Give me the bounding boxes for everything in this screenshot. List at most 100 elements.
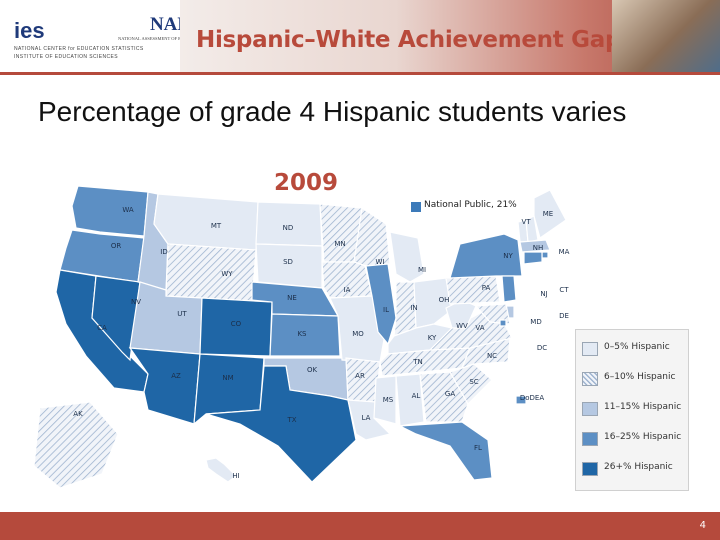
- state-ks: [269, 313, 341, 357]
- state-label-il: IL: [383, 306, 389, 314]
- legend-swatch: [582, 462, 598, 476]
- state-ms: [373, 375, 397, 425]
- state-label-de: DE: [559, 312, 569, 320]
- state-nh: [525, 215, 539, 243]
- state-label-tx: TX: [286, 416, 296, 424]
- state-nv: [91, 275, 141, 362]
- state-label-ky: KY: [428, 334, 437, 342]
- state-mi: [389, 231, 425, 283]
- state-label-nc: NC: [487, 352, 497, 360]
- state-dodea: [515, 395, 527, 405]
- map-legend: 0–5% Hispanic 6–10% Hispanic 11–15% Hispan…: [575, 329, 689, 491]
- state-label-md: MD: [530, 318, 541, 326]
- legend-label: 16–25% Hispanic: [604, 432, 682, 442]
- state-fl: [397, 421, 493, 481]
- state-label-va: VA: [475, 324, 484, 332]
- state-ma: [519, 239, 551, 253]
- header-rule: [0, 72, 720, 75]
- state-label-wv: WV: [456, 322, 468, 330]
- state-label-wy: WY: [221, 270, 233, 278]
- state-tx: [205, 365, 357, 483]
- ies-logo-subtext: NATIONAL CENTER for EDUCATION STATISTICS: [14, 46, 144, 52]
- state-label-wi: WI: [376, 258, 385, 266]
- slide-title: Percentage of grade 4 Hispanic students …: [38, 96, 627, 127]
- state-label-wa: WA: [122, 206, 134, 214]
- state-label-fl: FL: [474, 444, 482, 452]
- state-wa: [71, 185, 149, 237]
- state-label-ca: CA: [97, 324, 107, 332]
- state-label-ak: AK: [73, 410, 83, 418]
- state-oh: [413, 277, 453, 329]
- state-ga: [419, 371, 469, 423]
- state-me: [533, 189, 567, 239]
- state-label-ms: MS: [383, 396, 394, 404]
- legend-label: 0–5% Hispanic: [604, 342, 670, 352]
- state-label-ut: UT: [177, 310, 187, 318]
- state-label-id: ID: [160, 248, 167, 256]
- state-label-me: ME: [543, 210, 553, 218]
- state-label-sd: SD: [283, 258, 293, 266]
- state-label-ct: CT: [559, 286, 569, 294]
- state-sd: [255, 243, 323, 289]
- state-label-nd: ND: [283, 224, 294, 232]
- state-label-mn: MN: [334, 240, 345, 248]
- state-label-dodea: DoDEA: [520, 394, 544, 402]
- legend-label: 11–15% Hispanic: [604, 402, 682, 412]
- state-pa: [445, 275, 501, 305]
- state-label-hi: HI: [232, 472, 239, 480]
- state-label-in: IN: [410, 304, 417, 312]
- legend-swatch: [582, 372, 598, 386]
- legend-label: 6–10% Hispanic: [604, 372, 676, 382]
- state-label-nm: NM: [222, 374, 233, 382]
- state-label-az: AZ: [171, 372, 181, 380]
- state-label-ia: IA: [344, 286, 351, 294]
- state-label-ny: NY: [503, 252, 513, 260]
- state-ak: [33, 401, 119, 489]
- state-mt: [153, 193, 259, 251]
- state-dc: [499, 319, 507, 327]
- state-label-ne: NE: [287, 294, 297, 302]
- state-label-nj: NJ: [540, 290, 547, 298]
- national-public-swatch: [411, 202, 421, 212]
- legend-swatch: [582, 402, 598, 416]
- national-public-label: National Public, 21%: [424, 200, 517, 210]
- state-label-mo: MO: [352, 330, 364, 338]
- state-label-oh: OH: [439, 296, 450, 304]
- naep-logo-subtext: NATIONAL ASSESSMENT OF EDUCATIONAL PROGR…: [118, 36, 234, 41]
- state-label-pa: PA: [482, 284, 491, 292]
- state-ct: [523, 251, 543, 265]
- state-label-mt: MT: [211, 222, 222, 230]
- us-states-map: WA OR CA NV ID MT WY UT AZ CO NM ND SD NE KS OK TX MN IA MO…: [33, 185, 570, 489]
- ies-logo[interactable]: ies NATIONAL CENTER for EDUCATION STATIS…: [14, 18, 144, 60]
- state-md: [474, 303, 511, 325]
- state-label-or: OR: [111, 242, 122, 250]
- state-label-tn: TN: [412, 358, 423, 366]
- header: ies NATIONAL CENTER for EDUCATION STATIS…: [0, 0, 720, 72]
- state-label-ma: MA: [559, 248, 570, 256]
- state-label-ok: OK: [307, 366, 318, 374]
- legend-label: 26+% Hispanic: [604, 462, 673, 472]
- state-label-dc: DC: [537, 344, 547, 352]
- state-label-al: AL: [412, 392, 421, 400]
- page-number: 4: [699, 520, 706, 531]
- state-label-vt: VT: [521, 218, 531, 226]
- state-hi: [205, 457, 237, 483]
- legend-swatch: [582, 342, 598, 356]
- state-nc: [460, 337, 511, 369]
- state-label-nh: NH: [533, 244, 544, 252]
- state-label-la: LA: [362, 414, 371, 422]
- state-label-nv: NV: [131, 298, 141, 306]
- state-wy: [165, 243, 257, 303]
- state-label-ga: GA: [445, 390, 455, 398]
- state-label-sc: SC: [469, 378, 478, 386]
- footer-bar: 4: [0, 512, 720, 540]
- state-ny: [449, 233, 523, 279]
- banner-title: Hispanic–White Achievement Gaps: [196, 27, 635, 53]
- state-label-ar: AR: [355, 372, 365, 380]
- state-label-ks: KS: [297, 330, 307, 338]
- students-photo: [612, 0, 720, 72]
- ies-logo-text: ies: [14, 18, 45, 43]
- map-year: 2009: [274, 170, 339, 196]
- state-nj: [501, 275, 517, 303]
- ies-logo-tagline: INSTITUTE OF EDUCATION SCIENCES: [14, 54, 118, 60]
